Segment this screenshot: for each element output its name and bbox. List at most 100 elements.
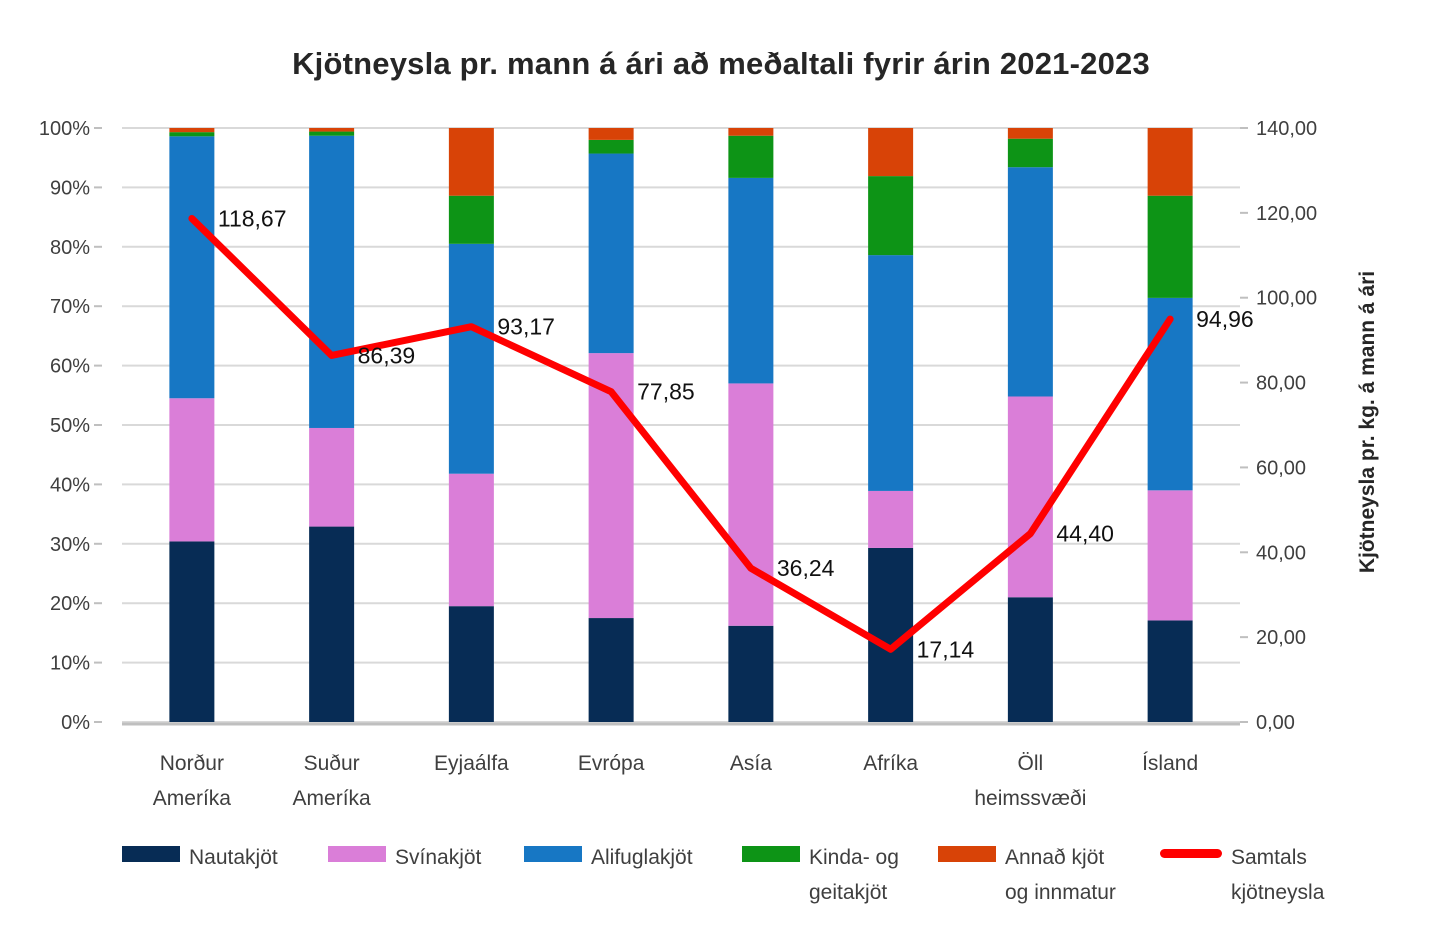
legend-color-swatch: [938, 846, 996, 862]
category-label: Afríka: [863, 752, 918, 775]
bar-segment: [588, 139, 634, 154]
right-axis-tick-label: 80,00: [1256, 373, 1306, 395]
bar-segment: [309, 131, 355, 136]
category-label: Eyjaálfa: [434, 752, 509, 775]
left-axis-tick-label: 70%: [50, 296, 90, 318]
legend-color-swatch: [122, 846, 180, 862]
bar-segment: [728, 135, 774, 178]
bar-segment: [448, 606, 494, 722]
legend-item: Kinda- og geitakjöt: [742, 840, 899, 910]
category-label: Asía: [730, 752, 772, 775]
bar-segment: [728, 128, 774, 136]
left-axis-tick-label: 40%: [50, 474, 90, 496]
bar-segment: [868, 490, 914, 548]
legend-label: Annað kjöt og innmatur: [1005, 846, 1116, 904]
bar-segment: [309, 128, 355, 132]
left-axis-tick-label: 100%: [39, 118, 90, 140]
bar-segment: [1147, 128, 1193, 196]
bar-segment: [1147, 490, 1193, 621]
left-axis-tick-label: 10%: [50, 653, 90, 675]
legend-item: Nautakjöt: [122, 840, 278, 875]
left-axis-tick-label: 20%: [50, 593, 90, 615]
legend-color-swatch: [742, 846, 800, 862]
category-label: Ameríka: [293, 787, 372, 810]
category-label: Ísland: [1142, 752, 1198, 775]
bar-segment: [1007, 597, 1053, 722]
bar-segment: [309, 526, 355, 722]
legend-label: Samtals kjötneysla: [1231, 846, 1325, 904]
right-axis-tick-label: 20,00: [1256, 627, 1306, 649]
bar-segment: [448, 195, 494, 244]
bar-segment: [309, 135, 355, 428]
right-axis-tick-label: 0,00: [1256, 712, 1295, 734]
right-axis-tick-label: 140,00: [1256, 118, 1317, 140]
chart-title: Kjötneysla pr. mann á ári að meðaltali f…: [292, 46, 1150, 81]
bar-segment: [1147, 297, 1193, 491]
left-axis-tick-label: 50%: [50, 415, 90, 437]
legend-item: Samtals kjötneysla: [1160, 840, 1324, 910]
legend-label: Nautakjöt: [189, 846, 278, 869]
line-data-label: 17,14: [917, 636, 975, 662]
bar-segment: [868, 176, 914, 256]
bar-segment: [1007, 167, 1053, 397]
left-axis-tick-label: 30%: [50, 534, 90, 556]
legend-item: Svínakjöt: [328, 840, 481, 875]
right-axis-tick-label: 100,00: [1256, 288, 1317, 310]
right-axis-tick-label: 60,00: [1256, 457, 1306, 479]
bar-segment: [868, 128, 914, 177]
bar-segment: [448, 243, 494, 474]
bar-segment: [448, 473, 494, 607]
category-label: Öll: [1018, 752, 1044, 775]
legend-color-swatch: [524, 846, 582, 862]
bar-segment: [1147, 620, 1193, 722]
total-line: [188, 215, 1174, 653]
left-axis-tick-label: 90%: [50, 177, 90, 199]
legend-line-swatch: [1160, 849, 1222, 858]
bar-segment: [1007, 396, 1053, 598]
bar-segment: [588, 618, 634, 722]
legend-label: Alifuglakjöt: [591, 846, 693, 869]
left-axis-tick-label: 60%: [50, 356, 90, 378]
category-label: Suður: [304, 752, 360, 775]
line-data-label: 86,39: [358, 342, 416, 368]
legend: Nautakjöt Svínakjöt Alifuglakjöt Kinda- og …: [0, 840, 1442, 920]
bar-segment: [169, 541, 215, 722]
category-label: heimssvæði: [974, 787, 1086, 810]
line-data-label: 93,17: [497, 314, 555, 340]
bar-segment: [588, 153, 634, 354]
bar-segment: [169, 136, 215, 399]
bar-segment: [728, 625, 774, 722]
legend-label: Kinda- og geitakjöt: [809, 846, 899, 904]
legend-label: Svínakjöt: [395, 846, 482, 869]
bar-segment: [728, 177, 774, 384]
bar-segment: [169, 132, 215, 137]
right-axis-tick-label: 40,00: [1256, 542, 1306, 564]
category-label: Ameríka: [153, 787, 232, 810]
line-data-label: 118,67: [218, 206, 287, 232]
bar-segment: [1007, 138, 1053, 168]
line-data-label: 77,85: [637, 379, 695, 405]
bar-segment: [588, 128, 634, 140]
legend-color-swatch: [328, 846, 386, 862]
bar-segment: [728, 383, 774, 626]
left-axis-tick-label: 80%: [50, 237, 90, 259]
legend-item: Annað kjöt og innmatur: [938, 840, 1116, 910]
right-axis-tick-label: 120,00: [1256, 203, 1317, 225]
line-data-label: 94,96: [1196, 306, 1254, 332]
bar-segment: [1007, 128, 1053, 139]
left-axis-tick-label: 0%: [61, 712, 90, 734]
bar-segment: [169, 398, 215, 542]
category-label: Norður: [160, 752, 224, 775]
right-axis-title: Kjötneysla pr. kg. á mann á ári: [1356, 270, 1379, 574]
bar-segment: [868, 255, 914, 491]
bar-segment: [1147, 195, 1193, 298]
line-data-label: 44,40: [1056, 521, 1114, 547]
bar-segment: [448, 128, 494, 196]
bar-segment: [309, 427, 355, 527]
category-label: Evrópa: [578, 752, 645, 775]
bar-segment: [169, 128, 215, 133]
line-data-label: 36,24: [777, 555, 835, 581]
legend-item: Alifuglakjöt: [524, 840, 693, 875]
